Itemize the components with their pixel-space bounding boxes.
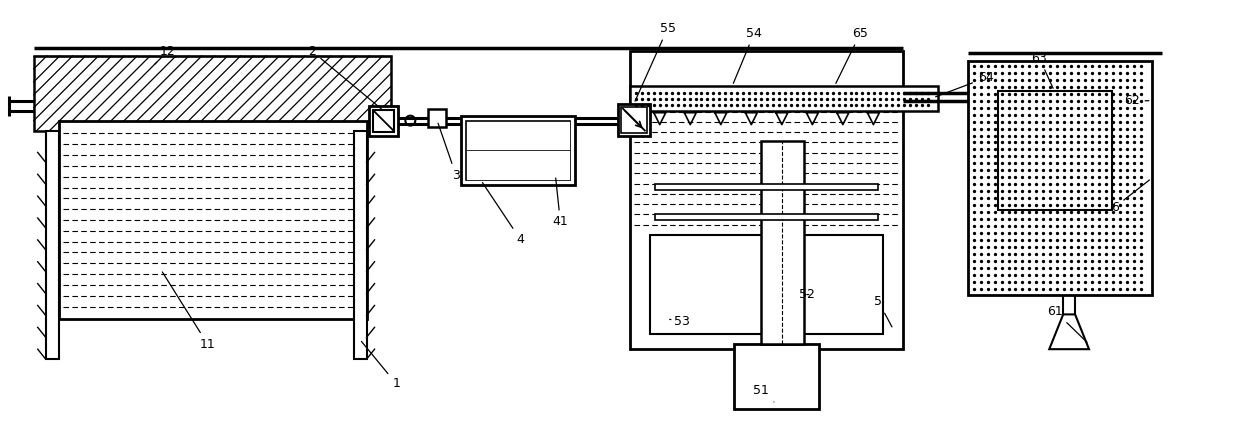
Bar bbox=[630, 86, 937, 111]
Text: 52: 52 bbox=[799, 288, 815, 301]
Bar bbox=[58, 121, 367, 319]
Text: 51: 51 bbox=[753, 385, 774, 402]
Text: 1: 1 bbox=[361, 341, 401, 390]
Bar bbox=[368, 106, 398, 136]
Text: 61: 61 bbox=[1048, 305, 1087, 342]
Bar bbox=[428, 109, 446, 127]
Bar bbox=[46, 131, 58, 359]
Text: 4: 4 bbox=[482, 183, 525, 246]
Bar bbox=[466, 150, 570, 180]
Text: 6: 6 bbox=[1111, 180, 1149, 213]
Bar bbox=[353, 131, 367, 359]
Bar bbox=[372, 110, 394, 132]
Text: 55: 55 bbox=[635, 22, 676, 101]
Bar bbox=[655, 184, 878, 190]
Bar bbox=[655, 214, 878, 220]
Bar bbox=[998, 91, 1112, 210]
Text: 53: 53 bbox=[670, 315, 689, 328]
Bar bbox=[466, 121, 570, 150]
Text: 3: 3 bbox=[438, 123, 460, 182]
Text: 62: 62 bbox=[1123, 94, 1148, 107]
Bar bbox=[621, 107, 647, 132]
Text: 63: 63 bbox=[1032, 51, 1053, 88]
Bar bbox=[466, 121, 570, 180]
Text: 64: 64 bbox=[936, 71, 993, 97]
Text: 41: 41 bbox=[553, 178, 568, 228]
Text: 54: 54 bbox=[733, 27, 763, 83]
Bar bbox=[734, 344, 818, 409]
Polygon shape bbox=[1049, 315, 1089, 349]
Bar bbox=[618, 104, 650, 136]
Bar bbox=[650, 235, 883, 334]
Text: 2: 2 bbox=[308, 44, 382, 109]
Bar bbox=[33, 56, 392, 131]
Text: 11: 11 bbox=[162, 272, 216, 351]
Text: 65: 65 bbox=[836, 27, 868, 83]
Bar bbox=[967, 61, 1152, 294]
Bar bbox=[461, 116, 575, 185]
Text: 5: 5 bbox=[874, 295, 892, 327]
Text: 12: 12 bbox=[155, 44, 176, 64]
Bar bbox=[630, 51, 903, 349]
Bar bbox=[761, 140, 804, 344]
